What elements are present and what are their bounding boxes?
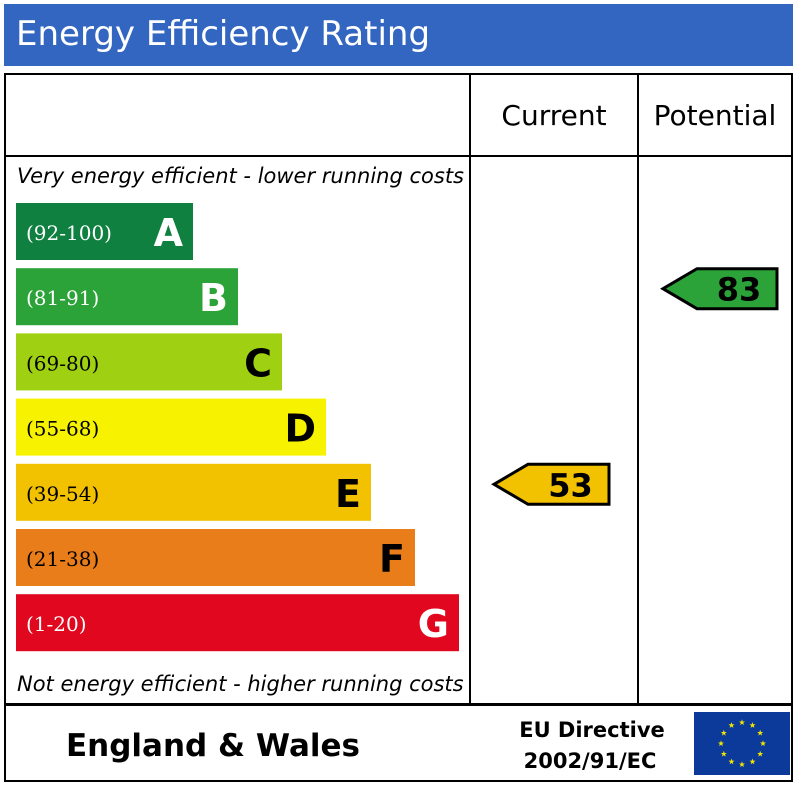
title-bar: Energy Efficiency Rating bbox=[4, 4, 793, 66]
band-d-range: (55-68) bbox=[26, 417, 99, 441]
band-a-range: (92-100) bbox=[26, 221, 112, 245]
rating-arrows: 53 83 bbox=[491, 267, 779, 506]
eu-flag-star bbox=[749, 758, 756, 765]
rating-arrow-current: 53 bbox=[491, 462, 611, 506]
band-c-bar bbox=[16, 333, 282, 391]
eu-flag-star bbox=[728, 722, 735, 728]
footer-region: England & Wales bbox=[66, 728, 360, 764]
band-b-letter: B bbox=[199, 276, 228, 320]
band-c: (69-80) C bbox=[16, 333, 282, 391]
band-g-bar bbox=[16, 594, 459, 652]
chart-frame bbox=[4, 73, 793, 782]
band-e-bar bbox=[16, 463, 371, 521]
rating-bands: (92-100) A (81-91) B (69-80) C (55-68) D (39-54)… bbox=[16, 203, 459, 652]
rating-arrow-current-shape bbox=[491, 462, 611, 506]
column-header-potential: Potential bbox=[654, 99, 777, 132]
band-a-letter: A bbox=[154, 211, 184, 255]
chart-title: Energy Efficiency Rating bbox=[16, 14, 431, 54]
eu-flag-star bbox=[757, 750, 764, 757]
band-c-range: (69-80) bbox=[26, 351, 99, 375]
eu-flag-star bbox=[717, 740, 725, 747]
footer-border bbox=[4, 704, 793, 782]
eu-flag-star bbox=[759, 740, 767, 747]
bottom-caption: Not energy efficient - higher running co… bbox=[17, 672, 464, 696]
band-g: (1-20) G bbox=[16, 594, 459, 652]
band-a-bar bbox=[16, 203, 193, 260]
band-d-bar bbox=[16, 398, 326, 456]
band-b-range: (81-91) bbox=[26, 286, 99, 310]
eu-flag-star bbox=[728, 758, 735, 765]
band-c-letter: C bbox=[244, 341, 272, 385]
eu-flag-star bbox=[738, 761, 746, 768]
column-header-current: Current bbox=[501, 99, 606, 132]
top-caption: Very energy efficient - lower running co… bbox=[17, 164, 464, 188]
footer-directive-line2: 2002/91/EC bbox=[524, 749, 657, 773]
band-d: (55-68) D bbox=[16, 398, 326, 456]
band-a: (92-100) A bbox=[16, 203, 193, 260]
band-g-range: (1-20) bbox=[26, 612, 87, 636]
eu-flag-star bbox=[720, 729, 727, 736]
band-e-range: (39-54) bbox=[26, 482, 99, 506]
footer-directive-line1: EU Directive bbox=[519, 718, 665, 742]
band-d-letter: D bbox=[284, 407, 316, 451]
rating-arrow-potential-value: 83 bbox=[717, 271, 762, 309]
band-f-range: (21-38) bbox=[26, 547, 99, 571]
band-e: (39-54) E bbox=[16, 463, 371, 521]
band-f-letter: F bbox=[379, 537, 405, 581]
band-g-letter: G bbox=[418, 602, 449, 646]
eu-flag-star bbox=[749, 722, 756, 728]
rating-arrow-current-value: 53 bbox=[548, 466, 593, 504]
eu-flag-icon bbox=[694, 712, 790, 775]
eu-flag-star bbox=[738, 719, 746, 726]
band-f-bar bbox=[16, 529, 415, 586]
band-b: (81-91) B bbox=[16, 268, 238, 326]
band-e-letter: E bbox=[335, 472, 361, 516]
band-f: (21-38) F bbox=[16, 529, 415, 586]
eu-flag-star bbox=[720, 750, 727, 757]
eu-flag-star bbox=[757, 729, 764, 736]
rating-arrow-potential-shape bbox=[660, 267, 779, 311]
band-b-bar bbox=[16, 268, 238, 326]
rating-arrow-potential: 83 bbox=[660, 267, 779, 311]
